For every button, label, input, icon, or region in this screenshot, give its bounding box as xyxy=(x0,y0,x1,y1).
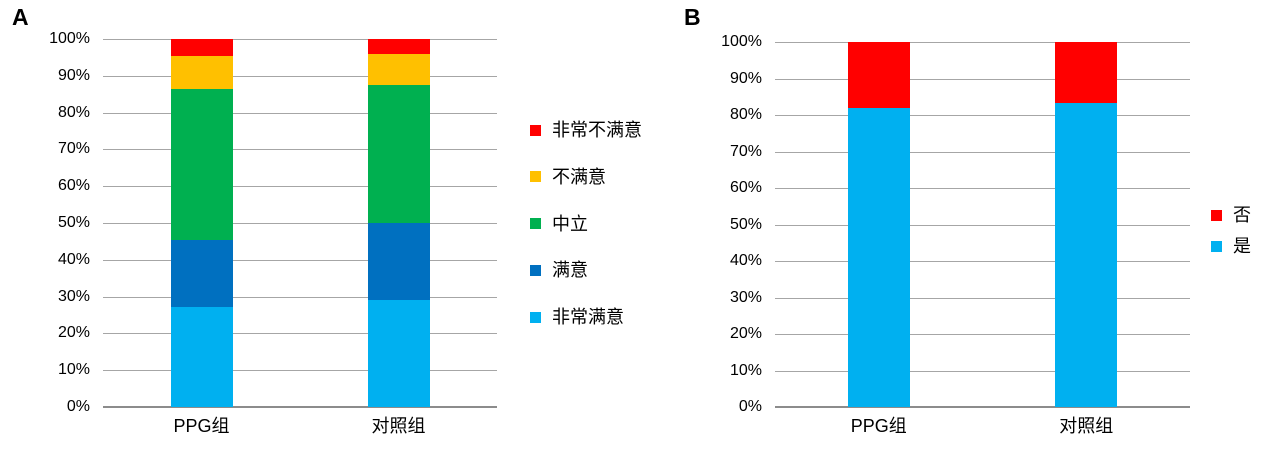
legend-swatch xyxy=(530,124,541,136)
bar-segment xyxy=(367,39,430,55)
gridline xyxy=(103,259,497,261)
gridline xyxy=(775,261,1190,262)
y-axis-tick-label: 90% xyxy=(57,66,90,84)
y-axis-tick-label: 60% xyxy=(57,177,90,195)
legend-label: 否 xyxy=(1233,205,1251,225)
y-axis-tick-label: 0% xyxy=(66,398,90,415)
legend-label: 非常满意 xyxy=(552,307,624,327)
bar-segment xyxy=(367,223,430,300)
legend-label: 中立 xyxy=(552,213,588,234)
bar-segment xyxy=(1055,42,1118,103)
y-axis-tick-label: 90% xyxy=(729,69,762,87)
gridline xyxy=(775,188,1190,189)
legend-swatch xyxy=(530,264,541,276)
x-axis-line xyxy=(103,406,497,408)
bar-segment xyxy=(367,85,430,223)
gridline xyxy=(103,149,497,151)
x-axis-line xyxy=(775,406,1190,408)
y-axis-tick-label: 10% xyxy=(57,361,90,379)
category-label: PPG组 xyxy=(173,416,230,436)
gridline xyxy=(103,333,497,335)
legend-item: 非常不满意 xyxy=(530,121,642,139)
legend-item: 不满意 xyxy=(530,168,606,186)
gridline xyxy=(103,370,497,372)
legend-label: 满意 xyxy=(552,260,588,281)
legend-item: 非常满意 xyxy=(530,308,624,326)
gridline xyxy=(775,151,1190,153)
y-axis-tick-label: 20% xyxy=(729,325,762,342)
y-axis-tick-label: 80% xyxy=(729,106,762,123)
gridline xyxy=(775,78,1190,80)
bar-segment xyxy=(170,306,233,407)
legend-swatch xyxy=(530,218,541,229)
legend-item: 是 xyxy=(1211,237,1251,255)
bar-segment xyxy=(847,108,910,407)
y-axis-tick-label: 70% xyxy=(57,140,90,158)
bar-segment xyxy=(170,239,233,307)
y-axis-tick-label: 10% xyxy=(729,361,762,379)
legend-swatch xyxy=(530,171,541,183)
bar-segment xyxy=(367,54,430,85)
y-axis-tick-label: 0% xyxy=(738,398,762,415)
y-axis-tick-label: 60% xyxy=(729,179,762,196)
legend-swatch xyxy=(1211,240,1222,252)
y-axis-tick-label: 40% xyxy=(729,252,762,269)
legend-label: 不满意 xyxy=(552,166,606,187)
gridline xyxy=(775,42,1190,43)
legend-label: 是 xyxy=(1233,236,1251,256)
gridline xyxy=(103,223,497,224)
y-axis-tick-label: 100% xyxy=(49,30,90,47)
category-label: 对照组 xyxy=(1059,416,1114,436)
bar-segment xyxy=(170,55,233,90)
gridline xyxy=(775,334,1190,335)
legend-item: 中立 xyxy=(530,215,588,233)
panel-letter: B xyxy=(684,4,701,30)
y-axis-tick-label: 50% xyxy=(57,214,90,231)
y-axis-tick-label: 50% xyxy=(729,215,762,233)
gridline xyxy=(775,370,1190,372)
legend-swatch xyxy=(1211,209,1222,221)
gridline xyxy=(775,115,1190,116)
legend-label: 非常不满意 xyxy=(552,120,642,140)
bar-segment xyxy=(847,42,910,109)
panel-letter: A xyxy=(12,4,29,30)
y-axis-tick-label: 40% xyxy=(57,250,90,268)
gridline xyxy=(103,112,497,114)
gridline xyxy=(775,224,1190,226)
category-label: PPG组 xyxy=(850,416,907,436)
bar-segment xyxy=(170,39,233,56)
bar-segment xyxy=(170,89,233,240)
gridline xyxy=(775,297,1190,299)
y-axis-tick-label: 20% xyxy=(57,324,90,342)
y-axis-tick-label: 30% xyxy=(729,288,762,306)
gridline xyxy=(103,296,497,298)
legend-swatch xyxy=(530,311,541,323)
y-axis-tick-label: 100% xyxy=(721,33,762,50)
gridline xyxy=(103,186,497,188)
gridline xyxy=(103,39,497,40)
y-axis-tick-label: 80% xyxy=(57,103,90,121)
y-axis-tick-label: 30% xyxy=(57,287,90,305)
bar-segment xyxy=(1055,102,1118,407)
legend-item: 否 xyxy=(1211,206,1251,224)
legend-item: 满意 xyxy=(530,261,588,279)
category-label: 对照组 xyxy=(371,416,426,436)
gridline xyxy=(103,75,497,77)
y-axis-tick-label: 70% xyxy=(729,142,762,160)
bar-segment xyxy=(367,299,430,407)
